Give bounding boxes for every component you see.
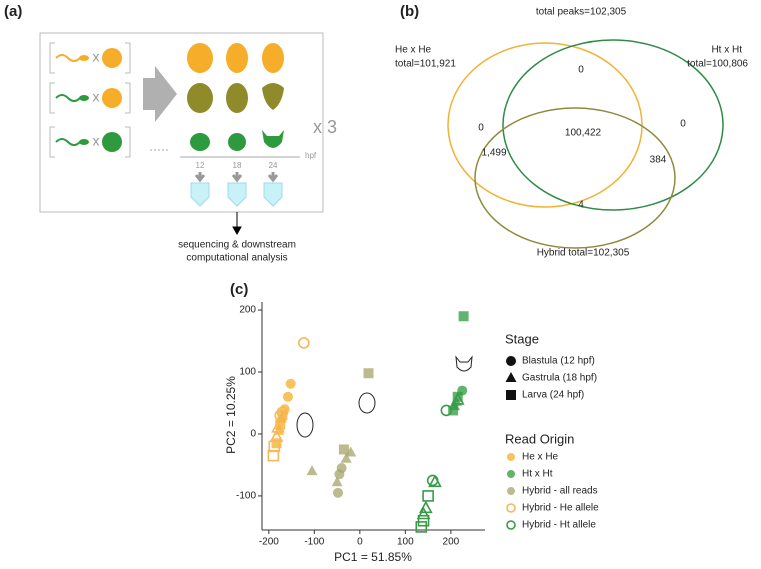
cross-x: x [93, 89, 100, 105]
venn-set [447, 42, 643, 208]
cross-x: x [93, 133, 100, 149]
point [285, 378, 296, 389]
venn-set [474, 107, 676, 249]
replicates: x 3 [313, 117, 337, 137]
caption: computational analysis [186, 253, 287, 264]
point [271, 438, 282, 449]
legend-marker [506, 356, 516, 366]
embryo-icons [296, 355, 473, 438]
region: 4 [578, 200, 584, 211]
venn-set [502, 39, 724, 211]
arrow [232, 212, 242, 236]
region: 0 [478, 123, 484, 134]
panel-label: (a) [4, 3, 22, 20]
y-tick-label: -100 [236, 491, 256, 502]
x-tick-label: -100 [304, 537, 324, 548]
legend-label: Hybrid - Ht allele [522, 520, 596, 531]
legend-marker [507, 453, 515, 461]
point [415, 521, 428, 533]
legend-title: Stage [505, 331, 539, 346]
legend-title: Read Origin [505, 431, 574, 446]
point [417, 514, 430, 527]
legend-label: He x He [522, 452, 559, 463]
y-tick-label: 200 [239, 305, 256, 316]
legend-label: Blastula (12 hpf) [522, 356, 595, 367]
legend-marker [507, 487, 515, 495]
point [440, 404, 453, 417]
set-total: total=100,806 [687, 59, 748, 70]
legend-label: Larva (24 hpf) [522, 390, 584, 401]
caption: sequencing & downstream [178, 240, 296, 251]
point [416, 506, 431, 520]
x-tick-label: -200 [259, 537, 279, 548]
x-tick-label: 200 [443, 537, 460, 548]
x-axis-label: PC1 = 51.85% [334, 550, 412, 564]
legend-label: Ht x Ht [522, 469, 553, 480]
hpf-tick: 18 [233, 161, 242, 170]
point [428, 474, 442, 488]
y-axis-label: PC2 = 10.25% [224, 376, 238, 454]
point [422, 490, 434, 502]
point [333, 487, 344, 498]
panel-label: (b) [400, 3, 419, 20]
legend-marker [506, 503, 516, 513]
point [269, 429, 284, 442]
point [458, 311, 469, 322]
legend-label: Hybrid - all reads [522, 486, 598, 497]
big-arrow [143, 66, 177, 122]
region: 100,422 [565, 128, 602, 139]
region: 0 [578, 65, 584, 76]
venn-total: total peaks=102,305 [536, 7, 627, 18]
cross-x: x [93, 49, 100, 65]
crosses [49, 42, 131, 158]
point [363, 368, 374, 379]
legend-marker [507, 470, 515, 478]
set-name: Ht x Ht [711, 45, 742, 56]
y-tick-label: 0 [250, 429, 256, 440]
hpf-tick: 12 [196, 161, 205, 170]
legend-label: Hybrid - He allele [522, 503, 599, 514]
point [271, 420, 285, 433]
point [274, 409, 287, 422]
set-name: He x He [395, 45, 432, 56]
legend-marker [506, 390, 516, 400]
point [338, 444, 349, 455]
point [298, 337, 310, 349]
point [306, 465, 318, 476]
region: 1,499 [481, 148, 506, 159]
point [277, 410, 288, 421]
legend-label: Gastrula (18 hpf) [522, 373, 597, 384]
point [331, 476, 343, 487]
x-tick-label: 0 [357, 537, 363, 548]
gametes [55, 48, 122, 152]
embryos [187, 43, 284, 151]
x-tick-label: 100 [397, 537, 414, 548]
set-name: Hybrid total=102,305 [537, 248, 630, 259]
point [340, 452, 352, 463]
point [450, 392, 465, 405]
point [282, 391, 293, 402]
point [452, 391, 463, 402]
region: 384 [650, 155, 667, 166]
panel-label: (c) [230, 281, 248, 298]
tubes [190, 172, 283, 207]
point [334, 469, 345, 480]
set-total: total=101,921 [395, 59, 456, 70]
region: 0 [680, 119, 686, 130]
point [276, 406, 289, 419]
hpf-unit: hpf [305, 151, 317, 160]
point [345, 446, 357, 457]
box [39, 32, 324, 213]
legend-marker [506, 520, 516, 530]
y-tick-label: 100 [239, 367, 256, 378]
legend-marker [505, 372, 517, 382]
point [448, 405, 459, 416]
hpf-tick: 24 [269, 161, 278, 170]
